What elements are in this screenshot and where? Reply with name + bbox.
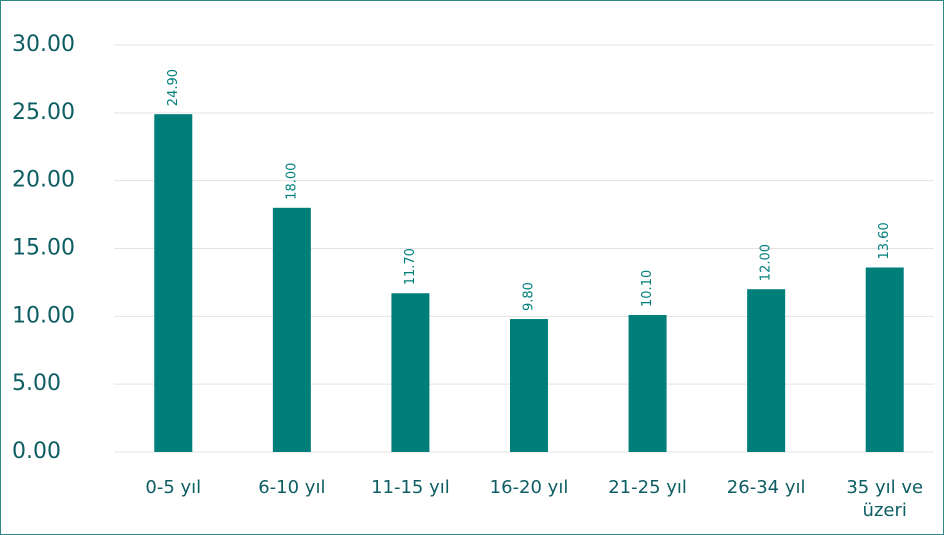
data-label: 13.60 bbox=[877, 222, 892, 259]
bar bbox=[272, 207, 311, 452]
x-tick-label: 26-34 yıl bbox=[726, 477, 806, 498]
x-tick-label: 35 yıl ve üzeri bbox=[846, 477, 924, 521]
data-label: 11.70 bbox=[403, 248, 418, 285]
data-label: 24.90 bbox=[166, 69, 181, 106]
y-tick-label: 5.00 bbox=[12, 371, 61, 396]
bar bbox=[628, 314, 667, 452]
x-tick-label: 11-15 yıl bbox=[371, 477, 450, 498]
y-tick-label: 10.00 bbox=[12, 303, 75, 328]
y-tick-label: 0.00 bbox=[12, 439, 61, 464]
x-tick-label: 6-10 yıl bbox=[258, 477, 326, 498]
bar bbox=[154, 114, 193, 452]
x-tick-label: 21-25 yıl bbox=[608, 477, 687, 498]
data-label: 18.00 bbox=[284, 163, 299, 200]
data-label: 9.80 bbox=[522, 282, 537, 311]
data-label: 10.10 bbox=[640, 270, 655, 307]
y-tick-label: 30.00 bbox=[12, 32, 75, 57]
bar bbox=[747, 289, 786, 452]
y-tick-label: 20.00 bbox=[12, 168, 75, 193]
bar bbox=[865, 267, 904, 452]
x-tick-label: 0-5 yıl bbox=[145, 477, 202, 498]
bar bbox=[510, 319, 548, 452]
bar bbox=[391, 293, 430, 452]
data-label: 12.00 bbox=[759, 244, 774, 281]
y-tick-label: 25.00 bbox=[12, 100, 75, 125]
y-tick-label: 15.00 bbox=[12, 236, 75, 261]
x-tick-label: 16-20 yıl bbox=[489, 477, 569, 498]
